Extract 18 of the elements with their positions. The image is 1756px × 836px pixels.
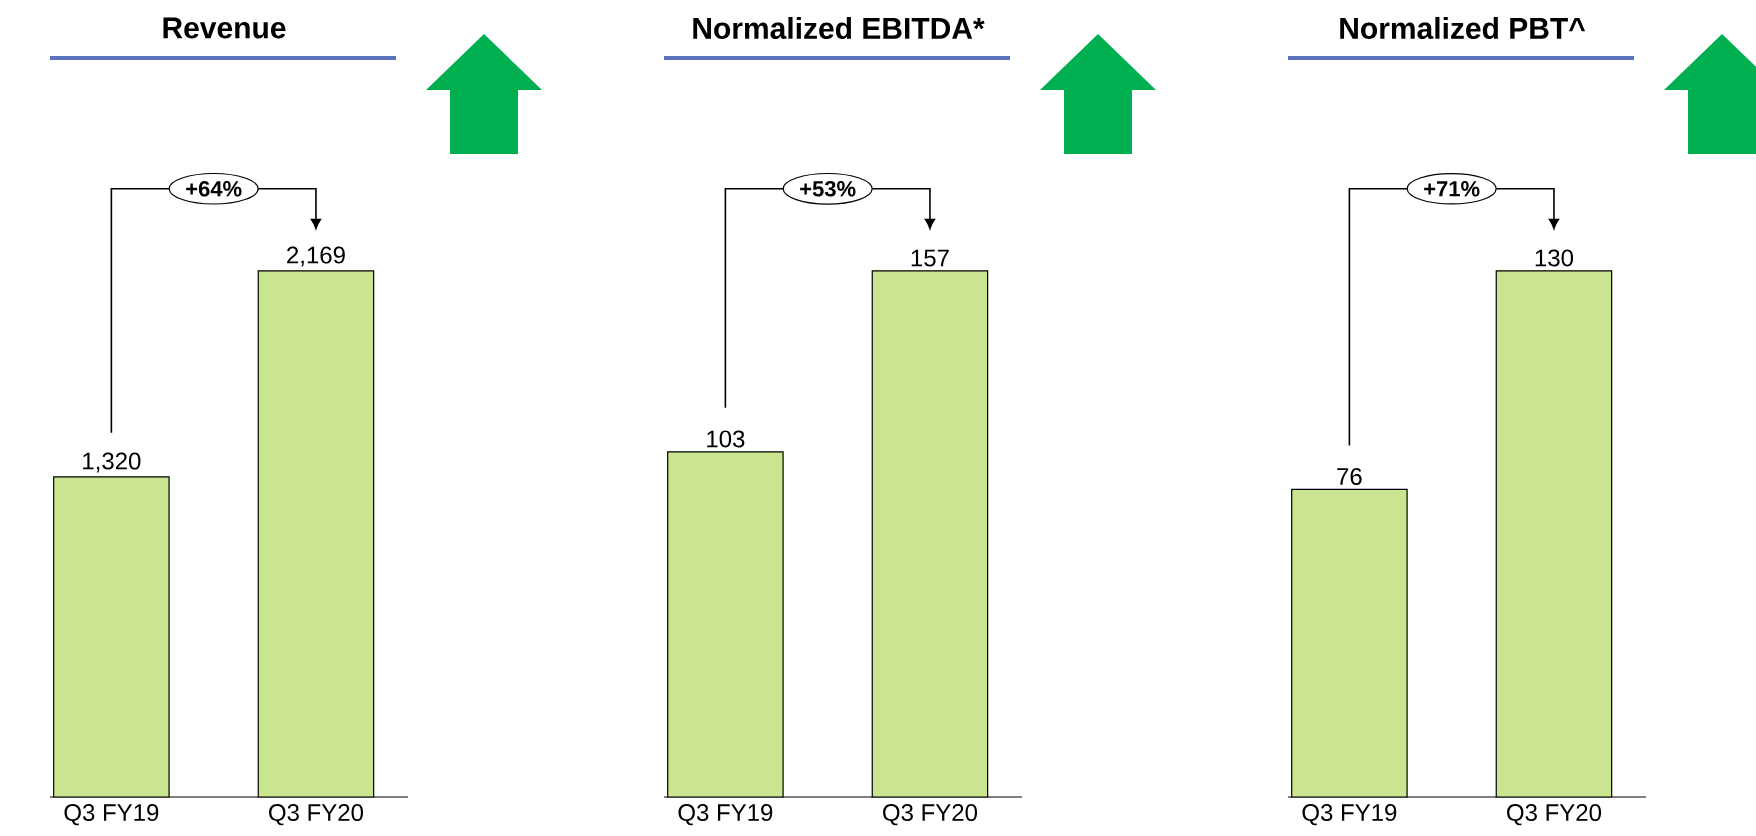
text: +64% <box>186 181 242 197</box>
data-label: 1,320 <box>83 452 141 473</box>
text: +71% <box>1424 181 1480 197</box>
x-tick-label: Q3 FY20 <box>269 804 364 826</box>
text: +53% <box>800 180 856 197</box>
x-tick-label: Q3 FY20 <box>883 804 978 826</box>
data-label: 103 <box>707 430 745 448</box>
chart-title: Normalized PBT^ <box>1340 16 1586 39</box>
data-label: 157 <box>911 249 949 267</box>
data-label: 2,169 <box>287 246 345 267</box>
x-tick-label: Q3 FY19 <box>1302 804 1397 826</box>
x-tick-label: Q3 FY19 <box>64 804 159 826</box>
x-tick-label: Q3 FY20 <box>1507 804 1602 826</box>
chart-title: Normalized EBITDA* <box>693 16 985 39</box>
data-label: 76 <box>1337 468 1362 485</box>
chart-title: Revenue <box>163 17 286 39</box>
x-tick-label: Q3 FY19 <box>678 804 773 826</box>
data-label: 130 <box>1535 249 1574 267</box>
